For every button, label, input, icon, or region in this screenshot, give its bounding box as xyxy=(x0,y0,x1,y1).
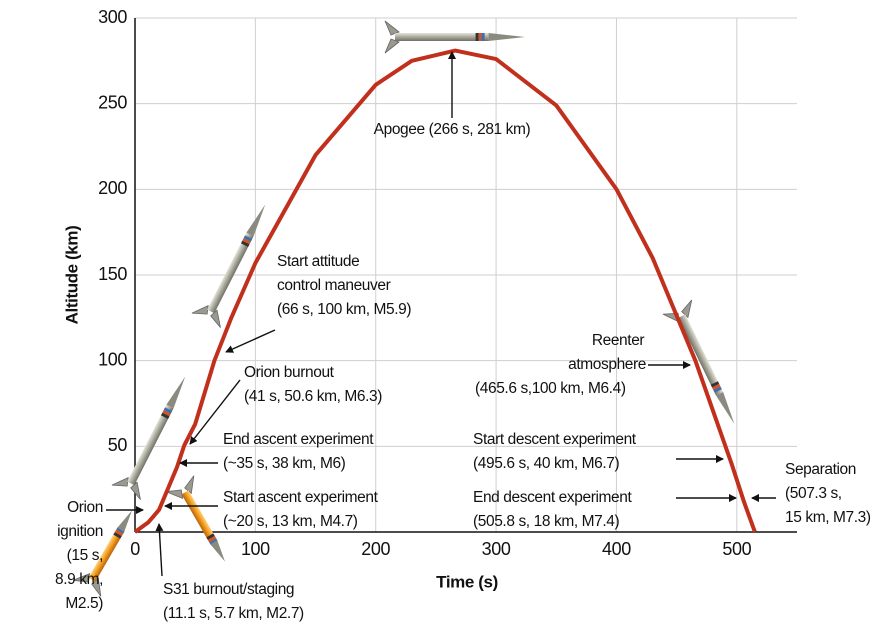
annotation-arrow xyxy=(189,379,241,445)
annotation: atmosphere xyxy=(568,356,646,373)
rocket xyxy=(72,510,132,597)
trajectory-line xyxy=(133,48,757,534)
rocket-band xyxy=(710,381,720,388)
annotation: 15 km, M7.3) xyxy=(785,509,871,526)
annotation: Separation xyxy=(785,461,856,478)
annotation: Orion burnout xyxy=(244,364,335,381)
rocket-body xyxy=(678,314,724,396)
annotation: (~35 s, 38 km, M6) xyxy=(223,455,346,472)
rocket-band xyxy=(207,535,217,543)
rocket-body xyxy=(207,232,254,314)
grid xyxy=(134,17,797,533)
rocket-nose xyxy=(166,376,186,409)
annotation: control maneuver xyxy=(277,277,391,294)
rocket-nose xyxy=(246,204,266,237)
rocket-band xyxy=(240,240,250,247)
rockets xyxy=(72,20,735,597)
annotation: Start ascent experiment xyxy=(223,489,379,506)
annotation: Start attitude xyxy=(277,253,359,270)
annotation: Reenter xyxy=(592,332,645,349)
annotation: (507.3 s, xyxy=(785,485,842,502)
y-axis-title: Altitude (km) xyxy=(62,226,81,325)
x-tick-label: 0 xyxy=(130,539,140,559)
rocket-fin xyxy=(111,476,141,500)
y-tick-label: 200 xyxy=(98,178,127,198)
x-tick-label: 500 xyxy=(722,539,751,559)
rocket-band xyxy=(162,410,171,417)
annotation: ignition xyxy=(57,523,103,540)
rocket-body xyxy=(395,33,489,41)
annotation: (~20 s, 13 km, M4.7) xyxy=(223,513,358,530)
annotation: End descent experiment xyxy=(473,489,632,506)
annotation-arrow xyxy=(155,523,164,577)
rocket-fin xyxy=(191,304,221,328)
rocket-nose xyxy=(117,510,132,532)
rocket-band xyxy=(209,538,218,546)
rocket-band xyxy=(713,386,722,393)
x-axis-title: Time (s) xyxy=(436,572,498,591)
annotation: S31 burnout/staging xyxy=(163,581,294,598)
rocket-body xyxy=(181,490,218,545)
plot xyxy=(133,48,757,534)
rocket-body xyxy=(88,527,125,582)
annotation: Start descent experiment xyxy=(473,431,637,448)
annotation-arrow xyxy=(225,329,276,353)
annotation: (41 s, 50.6 km, M6.3) xyxy=(244,388,382,405)
y-tick-label: 50 xyxy=(108,435,128,455)
annotation: (465.6 s,100 km, M6.4) xyxy=(475,380,626,397)
rocket-nose xyxy=(210,540,225,562)
rocket-band xyxy=(114,529,124,537)
rocket-body xyxy=(127,404,174,486)
x-tick-label: 300 xyxy=(482,539,511,559)
rocket-band xyxy=(481,33,485,41)
rocket xyxy=(165,475,225,562)
annotation: 8.9 km, xyxy=(55,571,103,588)
rocket-band xyxy=(242,238,251,245)
rocket-band xyxy=(243,235,253,242)
rocket-band xyxy=(116,526,125,534)
y-tick-label: 250 xyxy=(98,92,127,112)
annotation: Apogee (266 s, 281 km) xyxy=(374,121,531,138)
annotation: (15 s, xyxy=(67,547,103,564)
x-tick-label: 100 xyxy=(241,539,270,559)
rocket xyxy=(384,20,525,54)
rocket-band xyxy=(113,532,122,539)
annotation: Orion xyxy=(67,499,103,516)
rocket xyxy=(191,204,266,328)
annotation: M2.5) xyxy=(65,595,103,612)
x-tick-label: 400 xyxy=(602,539,631,559)
annotation: (66 s, 100 km, M5.9) xyxy=(277,301,411,318)
rocket-band xyxy=(206,533,215,540)
annotation: (495.6 s, 40 km, M6.7) xyxy=(473,455,619,472)
annotation: (505.8 s, 18 km, M7.4) xyxy=(473,513,619,530)
annotation: (11.1 s, 5.7 km, M2.7) xyxy=(163,605,304,622)
rocket-nose xyxy=(488,33,525,41)
x-tick-label: 200 xyxy=(361,539,390,559)
y-tick-label: 150 xyxy=(98,264,127,284)
rocket-band xyxy=(712,383,721,391)
y-tick-label: 100 xyxy=(98,349,127,369)
rocket xyxy=(111,376,186,500)
y-tick-label: 300 xyxy=(98,7,127,27)
annotation: End ascent experiment xyxy=(223,431,374,448)
rocket-band xyxy=(478,33,482,41)
rocket-band xyxy=(160,412,170,419)
rocket-band xyxy=(163,407,173,414)
rocket-band xyxy=(475,33,479,41)
rocket-nose xyxy=(715,391,735,424)
